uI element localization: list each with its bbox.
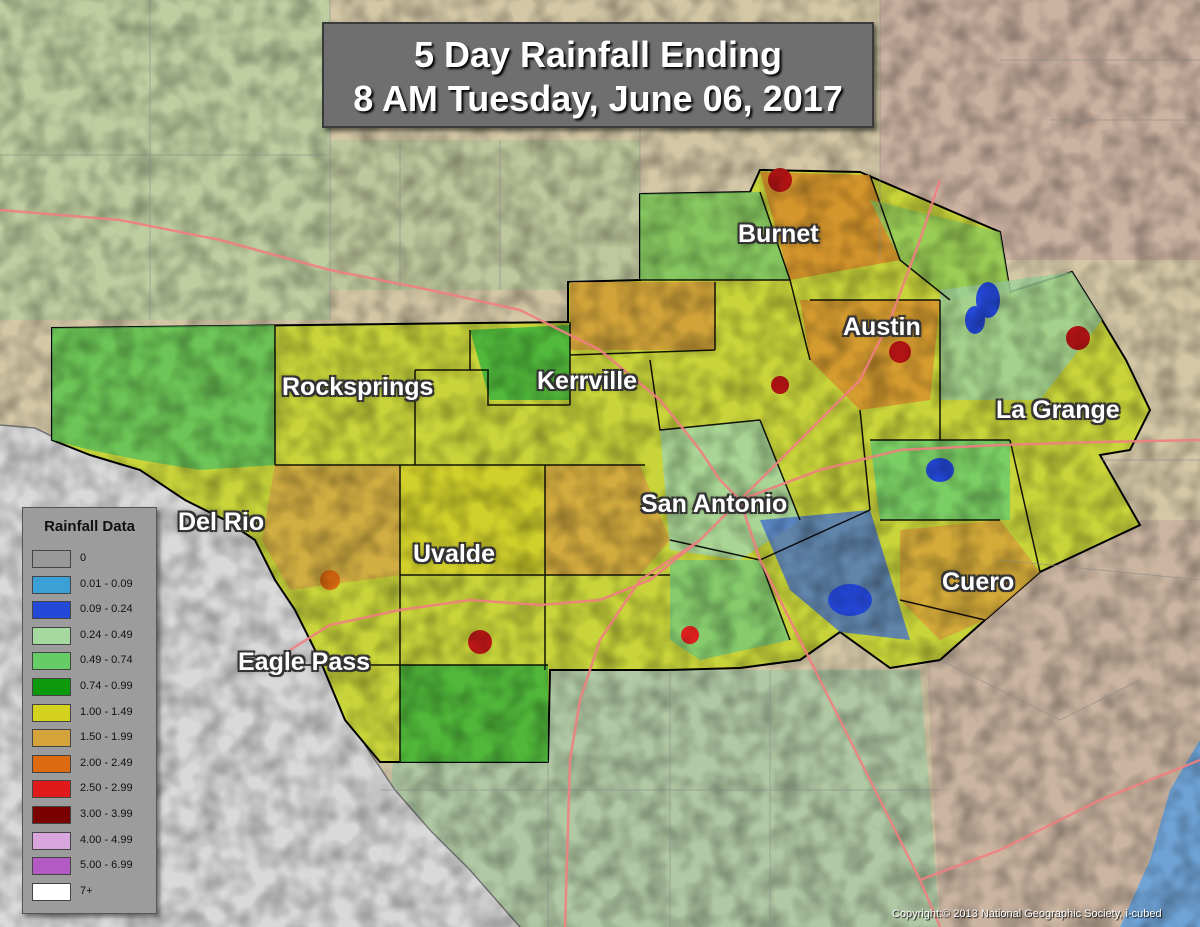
rainfall-legend: Rainfall Data 0 0.01 - 0.09 0.09 - 0.24 0.2… [22, 507, 157, 914]
legend-swatch [32, 882, 71, 901]
legend-label: 7+ [80, 884, 93, 897]
city-label-la-grange: La Grange [996, 396, 1120, 424]
title-line-2: 8 AM Tuesday, June 06, 2017 [353, 78, 843, 119]
legend-label: 0 [80, 552, 87, 564]
legend-label: 1.00 - 1.49 [80, 705, 133, 718]
city-label-kerrville: Kerrville [537, 367, 638, 395]
legend-label: 3.00 - 3.99 [80, 808, 133, 820]
legend-swatch [32, 550, 71, 568]
legend-swatch [32, 652, 71, 671]
legend-label: 0.49 - 0.74 [80, 654, 133, 667]
city-label-burnet: Burnet [738, 220, 819, 248]
legend-label: 0.24 - 0.49 [80, 628, 133, 641]
legend-swatch [32, 626, 71, 645]
legend-swatch [32, 754, 71, 773]
city-label-cuero: Cuero [942, 568, 1015, 596]
legend-swatch [32, 857, 71, 876]
legend-swatch [32, 831, 71, 850]
legend-label: 2.50 - 2.99 [80, 782, 133, 795]
title-line-1: 5 Day Rainfall Ending [413, 34, 783, 75]
highways [0, 179, 1200, 927]
legend-swatch [32, 729, 71, 748]
legend-swatch [32, 780, 71, 799]
map-title: 5 Day Rainfall Ending 8 AM Tuesday, June… [322, 22, 874, 128]
copyright-notice: Copyright:© 2013 National Geographic Soc… [892, 908, 1162, 920]
legend-label: 2.00 - 2.49 [80, 756, 133, 769]
legend-label: 0.09 - 0.24 [80, 603, 133, 616]
city-label-del-rio: Del Rio [178, 508, 265, 536]
city-label-eagle-pass: Eagle Pass [238, 648, 371, 676]
legend-swatch [32, 601, 71, 620]
legend-label: 4.00 - 4.99 [80, 833, 133, 846]
legend-label: 1.50 - 1.99 [80, 731, 133, 744]
legend-swatch [32, 703, 71, 722]
legend-label: 5.00 - 6.99 [80, 859, 133, 872]
legend-swatch [32, 575, 71, 594]
city-label-rocksprings: Rocksprings [282, 373, 434, 401]
legend-swatch [32, 806, 71, 824]
legend-title: Rainfall Data [44, 518, 135, 535]
legend-label: 0.74 - 0.99 [80, 680, 133, 692]
city-label-uvalde: Uvalde [413, 540, 495, 568]
legend-swatch [32, 678, 71, 696]
legend-label: 0.01 - 0.09 [80, 577, 133, 590]
county-boundaries [274, 174, 1041, 762]
city-label-austin: Austin [843, 313, 921, 341]
city-label-san-antonio: San Antonio [641, 490, 788, 518]
